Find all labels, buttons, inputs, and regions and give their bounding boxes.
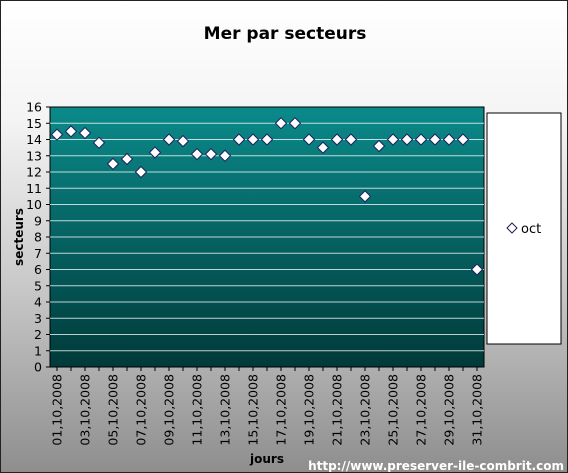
y-tick-label: 11 [26,181,42,196]
data-point [400,133,414,146]
legend: oct [486,112,562,345]
data-point [358,190,372,203]
data-point [148,146,162,159]
data-point [344,133,358,146]
data-point [64,125,78,138]
data-point [274,117,288,130]
grid-lines [50,122,484,352]
data-point [134,165,148,179]
data-point [78,126,92,140]
x-tick-label: 01,10,2008 [50,374,65,446]
x-tick-label: 19,10,2008 [302,374,317,446]
y-tick-label: 12 [26,165,42,180]
y-tick-label: 3 [34,311,42,326]
data-point [246,133,260,146]
data-point [106,157,120,171]
data-point [414,133,428,146]
x-tick-label: 07,10,2008 [134,374,149,446]
data-markers [50,117,484,276]
y-tick-label: 2 [34,327,42,342]
data-point [470,263,484,276]
x-tick-label: 03,10,2008 [78,374,93,446]
y-tick-label: 5 [34,278,42,293]
data-point [176,134,190,148]
data-point [120,152,134,166]
data-point [386,133,400,146]
x-axis-label: jours [249,452,284,466]
x-tick-label: 05,10,2008 [106,374,121,446]
y-tick-label: 10 [26,197,42,212]
y-tick-label: 6 [34,262,42,277]
y-tick-label: 4 [34,295,42,310]
x-tick-label: 15,10,2008 [246,374,261,446]
y-tick-label: 0 [34,360,42,375]
y-axis-label: secteurs [12,208,26,266]
y-tick-label: 16 [26,100,42,115]
data-point [302,133,316,146]
legend-box [486,112,562,345]
data-point [162,133,176,146]
y-tick-label: 1 [34,343,42,358]
data-point [232,133,246,146]
x-tick-label: 27,10,2008 [414,374,429,446]
x-tick-label: 31,10,2008 [470,374,485,446]
y-tick-label: 7 [34,246,42,261]
site-credit[interactable]: http://www.preserver-ile-combrit.com [308,459,564,473]
data-point [218,149,232,162]
data-point [442,133,456,146]
data-point [456,133,470,146]
legend-label-oct: oct [521,222,541,237]
x-tick-label: 25,10,2008 [386,374,401,446]
data-point [316,141,330,154]
chart-title: Mer par secteurs [204,24,367,44]
data-point [50,128,64,141]
data-point [372,139,386,153]
y-tick-label: 14 [26,132,42,147]
x-axis: 01,10,2008 03,10,2008 05,10,2008 07,10,2008… [50,367,485,446]
data-point [204,147,218,161]
x-tick-label: 17,10,2008 [274,374,289,446]
x-tick-label: 13,10,2008 [218,374,233,446]
x-tick-label: 29,10,2008 [442,374,457,446]
data-point [330,133,344,146]
x-tick-label: 23,10,2008 [358,374,373,446]
y-tick-label: 8 [34,230,42,245]
data-point [92,136,106,149]
data-point [428,133,442,146]
data-point [288,117,302,130]
x-tick-label: 09,10,2008 [162,374,177,446]
y-tick-label: 15 [26,116,42,131]
x-tick-label: 11,10,2008 [190,374,205,446]
y-tick-label: 9 [34,213,42,228]
data-point [260,133,274,146]
y-tick-label: 13 [26,148,42,163]
legend-marker-diamond [506,222,518,234]
data-point [190,147,204,161]
x-tick-label: 21,10,2008 [330,374,345,446]
